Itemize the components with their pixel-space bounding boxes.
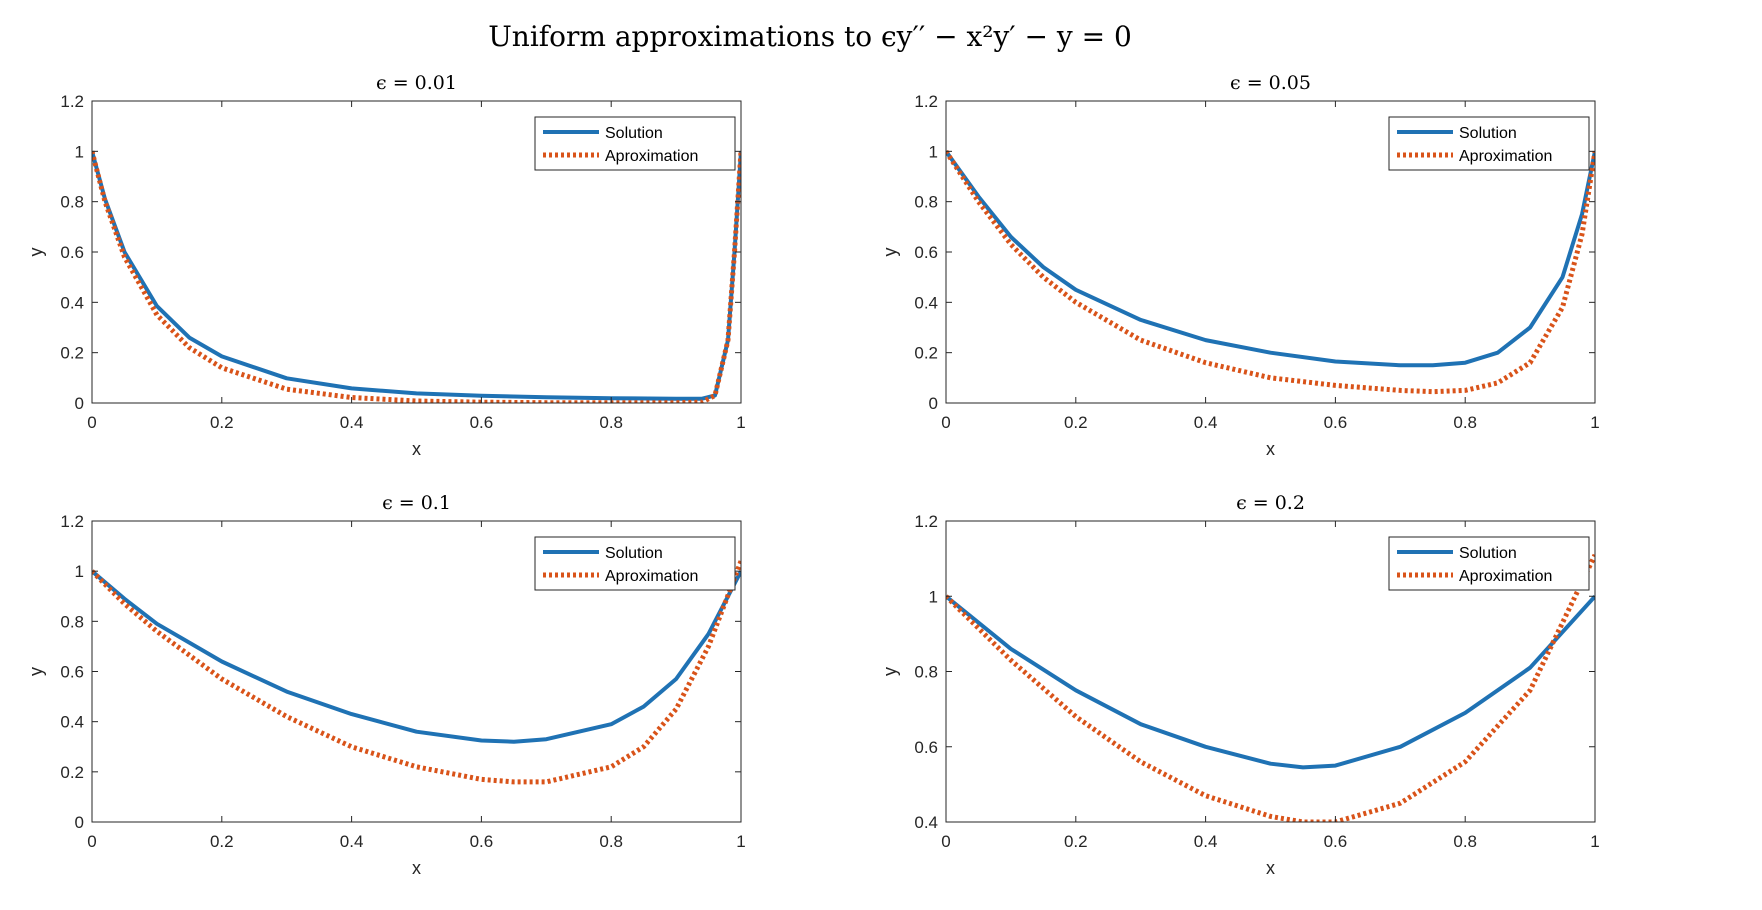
x-tick-label: 0.4 (1194, 413, 1218, 432)
y-tick-label: 0.6 (914, 738, 938, 757)
x-tick-label: 0.6 (1324, 413, 1348, 432)
y-axis-label: y (26, 667, 46, 676)
y-tick-label: 0.4 (914, 293, 938, 312)
x-tick-label: 0 (87, 832, 96, 851)
y-tick-label: 1.2 (914, 512, 938, 531)
series-line-solution (946, 594, 1595, 770)
y-axis-label: y (880, 667, 900, 676)
subplot-2: ϵ = 0.05 0 0.2 0.4 0.6 0.8 1 0 0.2 0.4 0.6 0.8 1 1.2 x… (880, 72, 1600, 459)
legend-box (534, 116, 736, 171)
y-tick-label: 0.6 (60, 243, 84, 262)
x-tick-label: 0 (941, 832, 950, 851)
y-tick-label: 1 (929, 142, 938, 161)
y-tick-label: 0.6 (914, 243, 938, 262)
x-tick-label: 0.8 (1453, 832, 1477, 851)
x-tick-label: 0.6 (470, 832, 494, 851)
x-tick-label: 1 (1590, 832, 1599, 851)
subplot-1: ϵ = 0.01 0 0.2 0.4 0.6 0.8 1 0 0.2 0.4 0.6 0.8 1 1.2 x… (26, 72, 746, 459)
x-tick-label: 0.6 (1324, 832, 1348, 851)
x-tick-label: 0.8 (599, 413, 623, 432)
x-axis-label: x (412, 439, 421, 459)
subplot-4: ϵ = 0.2 0 0.2 0.4 0.6 0.8 1 0.4 0.6 0.8 1 1.2 x y Solu… (880, 492, 1600, 878)
legend: Solution Aproximation (534, 536, 736, 591)
y-tick-label: 0.2 (60, 763, 84, 782)
legend-label-solution: Solution (1459, 125, 1517, 142)
y-tick-label: 0 (75, 813, 84, 832)
x-tick-label: 1 (736, 832, 745, 851)
y-axis-label: y (880, 248, 900, 257)
legend-label-approximation: Aproximation (605, 568, 698, 585)
y-tick-label: 0.4 (914, 813, 938, 832)
x-axis-label: x (1266, 439, 1275, 459)
legend-box (534, 536, 736, 591)
y-axis-label: y (26, 248, 46, 257)
y-tick-label: 0.8 (60, 612, 84, 631)
x-tick-label: 1 (736, 413, 745, 432)
series-line-approximation (946, 149, 1595, 395)
legend-label-solution: Solution (1459, 545, 1517, 562)
y-tick-label: 0.4 (60, 713, 84, 732)
subplot-title: ϵ = 0.01 (376, 72, 457, 94)
legend-label-approximation: Aproximation (605, 148, 698, 165)
y-tick-label: 0.2 (60, 344, 84, 363)
y-tick-label: 0.8 (914, 193, 938, 212)
y-tick-label: 1 (75, 562, 84, 581)
legend-label-solution: Solution (605, 125, 663, 142)
x-tick-label: 1 (1590, 413, 1599, 432)
y-tick-label: 1.2 (914, 92, 938, 111)
legend-label-approximation: Aproximation (1459, 148, 1552, 165)
subplot-3: ϵ = 0.1 0 0.2 0.4 0.6 0.8 1 0 0.2 0.4 0.6 0.8 1 1.2 x y… (26, 492, 746, 878)
series-line-approximation (946, 553, 1595, 822)
x-tick-label: 0.4 (1194, 832, 1218, 851)
subplot-title: ϵ = 0.2 (1236, 492, 1305, 514)
x-tick-label: 0.6 (470, 413, 494, 432)
x-tick-label: 0.2 (1064, 413, 1088, 432)
y-tick-label: 0.8 (914, 663, 938, 682)
series-line-approximation (92, 560, 741, 785)
y-tick-label: 0.6 (60, 663, 84, 682)
figure-title: Uniform approximations to ϵy′′ − x²y′ − … (488, 20, 1132, 53)
x-tick-label: 0.8 (1453, 413, 1477, 432)
x-tick-label: 0.2 (210, 832, 234, 851)
x-tick-label: 0.2 (210, 413, 234, 432)
legend: Solution Aproximation (1388, 116, 1590, 171)
x-tick-label: 0.4 (340, 832, 364, 851)
legend-label-solution: Solution (605, 545, 663, 562)
legend-box (1388, 536, 1590, 591)
y-tick-label: 0 (75, 394, 84, 413)
x-tick-label: 0.8 (599, 832, 623, 851)
x-axis-label: x (1266, 858, 1275, 878)
y-tick-label: 0.4 (60, 293, 84, 312)
y-tick-label: 0 (929, 394, 938, 413)
y-tick-label: 1.2 (60, 92, 84, 111)
x-tick-label: 0 (87, 413, 96, 432)
legend-label-approximation: Aproximation (1459, 568, 1552, 585)
x-tick-label: 0.2 (1064, 832, 1088, 851)
series-line-approximation (92, 150, 741, 403)
legend: Solution Aproximation (1388, 536, 1590, 591)
y-tick-label: 1.2 (60, 512, 84, 531)
series-line-solution (946, 150, 1595, 368)
y-tick-label: 1 (75, 142, 84, 161)
y-tick-label: 0.8 (60, 193, 84, 212)
x-tick-label: 0.4 (340, 413, 364, 432)
legend: Solution Aproximation (534, 116, 736, 171)
legend-box (1388, 116, 1590, 171)
y-tick-label: 1 (929, 587, 938, 606)
series-line-solution (92, 569, 741, 744)
x-axis-label: x (412, 858, 421, 878)
subplot-title: ϵ = 0.1 (382, 492, 451, 514)
y-tick-label: 0.2 (914, 344, 938, 363)
x-tick-label: 0 (941, 413, 950, 432)
subplot-title: ϵ = 0.05 (1230, 72, 1311, 94)
